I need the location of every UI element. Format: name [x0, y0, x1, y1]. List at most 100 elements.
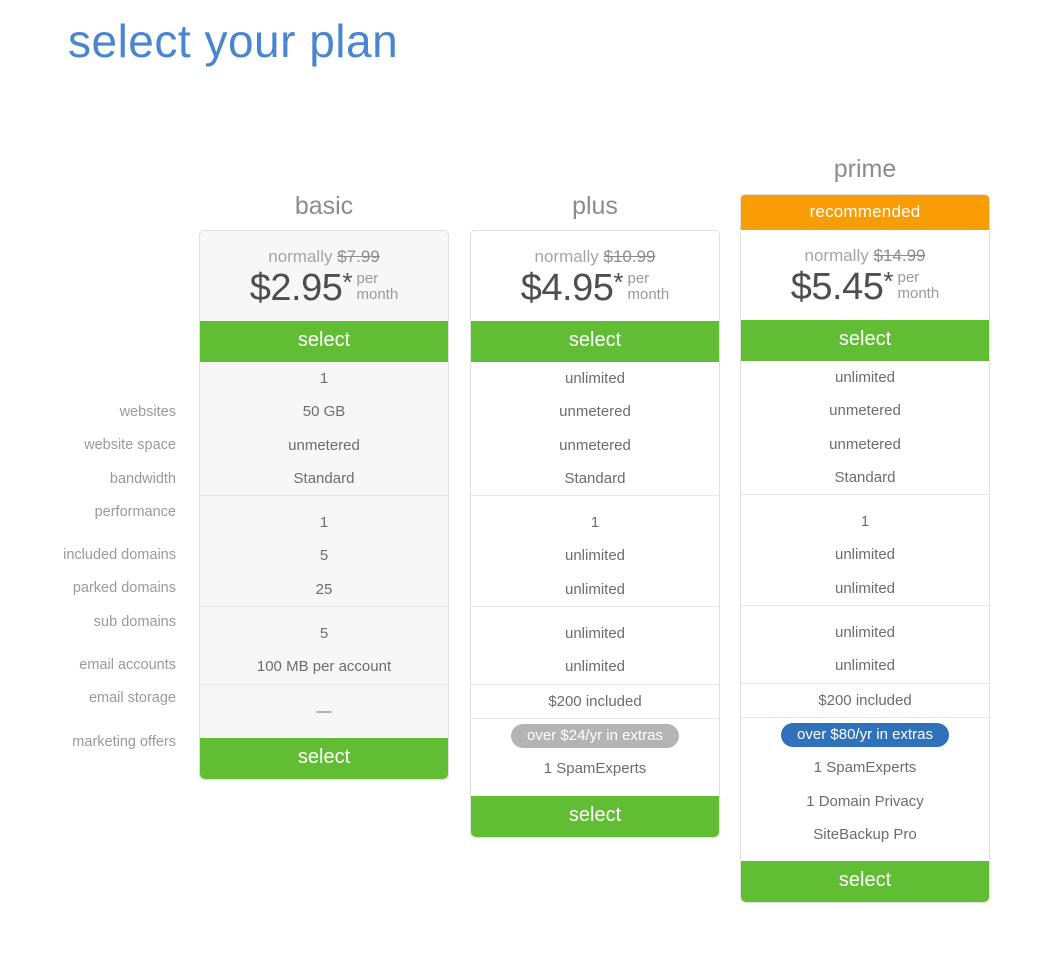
select-button-basic-bottom[interactable]: select: [200, 737, 448, 779]
select-button-prime-bottom[interactable]: select: [741, 861, 989, 903]
feature-value-websites: unlimited: [834, 369, 896, 386]
price-asterisk: *: [613, 267, 624, 297]
feature-value-included-domains: 1: [319, 514, 329, 532]
feature-value-performance: Standard: [293, 469, 355, 487]
price-amount: $2.95: [249, 267, 343, 309]
feature-group-email-prime: unlimited unlimited: [741, 605, 989, 683]
old-price: $14.99: [873, 246, 926, 265]
price-amount: $5.45: [790, 266, 884, 308]
feature-value-parked-domains: 5: [319, 547, 329, 565]
features-prime: unlimited unmetered unmetered Standard 1…: [741, 361, 989, 861]
feature-group-domains-plus: 1 unlimited unlimited: [471, 495, 719, 606]
select-button-plus-bottom[interactable]: select: [471, 795, 719, 837]
feature-value-marketing-offers: —: [316, 702, 332, 720]
feature-group-email-basic: 5 100 MB per account: [200, 606, 448, 684]
plan-card-plus[interactable]: normally $10.99 $4.95 * per month select…: [470, 230, 720, 838]
extra-item-spamexperts: 1 SpamExperts: [813, 759, 917, 777]
card-bottom-spacer-prime: [741, 851, 989, 861]
feature-label-included-domains: included domains: [63, 547, 176, 564]
feature-group-marketing-plus: $200 included: [471, 683, 719, 718]
feature-value-email-storage: 100 MB per account: [256, 658, 392, 676]
label-group-gap-3: [0, 716, 176, 726]
card-bottom-spacer-basic: [200, 728, 448, 738]
page-title: select your plan: [68, 15, 399, 67]
feature-value-bandwidth: unmetered: [288, 436, 360, 454]
feature-value-website-space: unmetered: [559, 403, 631, 421]
feature-value-parked-domains: unlimited: [834, 546, 896, 564]
price-line-prime: $5.45 * per month: [741, 268, 989, 306]
feature-value-included-domains: 1: [590, 514, 600, 532]
select-button-plus-top[interactable]: select: [471, 321, 719, 362]
feature-group-extras-prime: over $80/yr in extras 1 SpamExperts 1 Do…: [741, 716, 989, 851]
feature-value-sub-domains: unlimited: [564, 580, 626, 598]
normally-line-prime: normally $14.99: [741, 246, 989, 266]
price-asterisk: *: [883, 266, 894, 296]
feature-label-column: websites website space bandwidth perform…: [0, 396, 176, 759]
features-plus: unlimited unmetered unmetered Standard 1…: [471, 362, 719, 796]
feature-value-websites: 1: [319, 370, 329, 387]
feature-value-bandwidth: unmetered: [829, 435, 901, 453]
price-per-word: per: [356, 270, 379, 287]
label-group-gap-2: [0, 639, 176, 649]
feature-value-email-accounts: 5: [319, 625, 329, 643]
feature-value-parked-domains: unlimited: [564, 547, 626, 565]
feature-group-email-plus: unlimited unlimited: [471, 606, 719, 684]
price-month-word: month: [897, 284, 940, 302]
feature-group-hosting-plus: unlimited unmetered unmetered Standard: [471, 362, 719, 495]
feature-value-included-domains: 1: [860, 513, 870, 531]
feature-value-performance: Standard: [564, 469, 626, 487]
extras-pill-row-prime: over $80/yr in extras: [755, 718, 975, 751]
feature-value-email-storage: unlimited: [564, 658, 626, 676]
feature-label-website-space: website space: [84, 437, 176, 454]
price-block-prime: normally $14.99 $5.45 * per month: [741, 230, 989, 320]
price-block-basic: normally $7.99 $2.95 * per month: [200, 231, 448, 321]
price-period: per month: [898, 268, 940, 302]
extras-value-badge: over $80/yr in extras: [781, 722, 949, 747]
feature-value-bandwidth: unmetered: [559, 436, 631, 454]
price-month-word: month: [627, 285, 670, 303]
price-line-plus: $4.95 * per month: [471, 269, 719, 307]
old-price: $10.99: [603, 247, 656, 266]
feature-group-hosting-basic: 1 50 GB unmetered Standard: [200, 362, 448, 495]
normally-text: normally: [534, 247, 599, 266]
plan-header-plus: plus: [572, 192, 618, 220]
feature-value-marketing-offers: $200 included: [818, 691, 912, 709]
feature-label-websites: websites: [119, 404, 176, 420]
price-line-basic: $2.95 * per month: [200, 269, 448, 307]
select-button-prime-top[interactable]: select: [741, 320, 989, 361]
feature-label-performance: performance: [94, 503, 176, 520]
feature-value-email-accounts: unlimited: [564, 625, 626, 643]
feature-value-sub-domains: unlimited: [834, 579, 896, 597]
feature-label-parked-domains: parked domains: [72, 580, 176, 597]
plan-card-basic[interactable]: normally $7.99 $2.95 * per month select …: [199, 230, 449, 780]
plan-card-prime[interactable]: recommended normally $14.99 $5.45 * per …: [740, 194, 990, 904]
normally-line-plus: normally $10.99: [471, 247, 719, 267]
feature-group-domains-basic: 1 5 25: [200, 495, 448, 606]
feature-value-email-accounts: unlimited: [834, 624, 896, 642]
price-month-word: month: [356, 285, 399, 303]
plan-header-basic: basic: [294, 192, 354, 220]
feature-value-sub-domains: 25: [315, 580, 333, 598]
plan-header-prime: prime: [833, 155, 897, 183]
select-button-basic-top[interactable]: select: [200, 321, 448, 362]
feature-value-marketing-offers: $200 included: [548, 692, 642, 710]
price-block-plus: normally $10.99 $4.95 * per month: [471, 231, 719, 321]
feature-value-websites: unlimited: [564, 370, 626, 387]
feature-label-email-storage: email storage: [88, 690, 176, 707]
old-price: $7.99: [337, 247, 380, 266]
extra-item-spamexperts: 1 SpamExperts: [543, 760, 647, 778]
extra-item-sitebackup-pro: SiteBackup Pro: [813, 825, 917, 843]
price-period: per month: [628, 269, 670, 303]
feature-value-performance: Standard: [834, 468, 896, 486]
feature-group-hosting-prime: unlimited unmetered unmetered Standard: [741, 361, 989, 494]
feature-group-marketing-basic: —: [200, 683, 448, 728]
label-group-gap-1: [0, 529, 176, 539]
feature-group-marketing-prime: $200 included: [741, 682, 989, 717]
feature-label-bandwidth: bandwidth: [109, 470, 176, 487]
feature-value-website-space: unmetered: [829, 402, 901, 420]
price-per-word: per: [897, 269, 920, 286]
feature-label-sub-domains: sub domains: [93, 613, 176, 630]
feature-group-extras-plus: over $24/yr in extras 1 SpamExperts: [471, 717, 719, 786]
feature-value-website-space: 50 GB: [302, 403, 346, 421]
feature-group-domains-prime: 1 unlimited unlimited: [741, 494, 989, 605]
